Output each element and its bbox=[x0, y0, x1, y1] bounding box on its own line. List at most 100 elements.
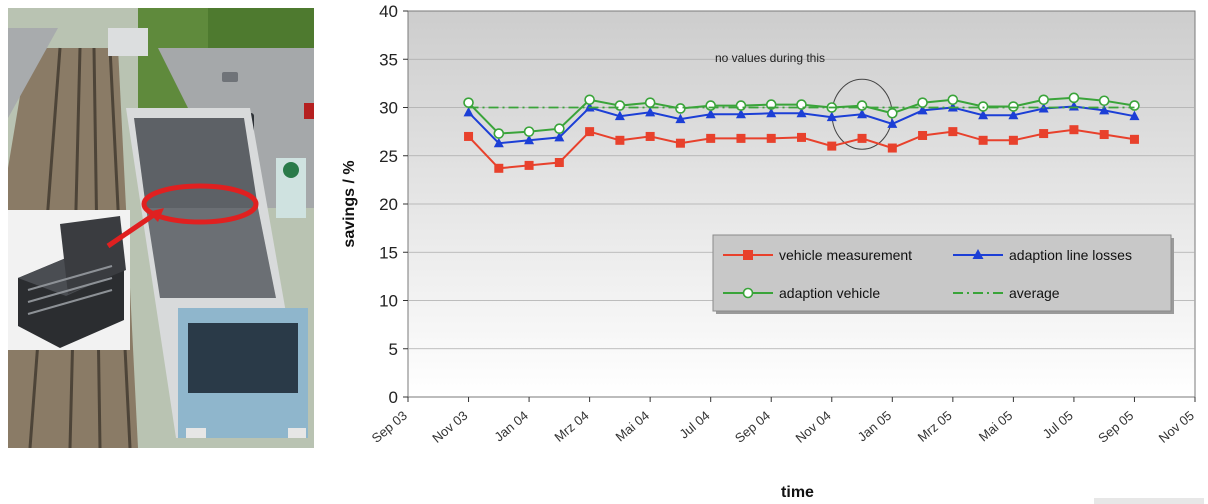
x-tick-label: Jan 04 bbox=[491, 408, 531, 445]
data-point-triangle bbox=[796, 107, 807, 118]
data-point-square bbox=[887, 143, 897, 153]
y-axis-title: savings / % bbox=[341, 160, 358, 247]
legend-label: average bbox=[1009, 285, 1060, 301]
tram-photo bbox=[8, 8, 314, 448]
data-point-triangle bbox=[493, 137, 504, 148]
data-point-circle bbox=[917, 97, 928, 108]
x-tick-label: Nov 03 bbox=[429, 408, 470, 446]
x-tick-label: Sep 04 bbox=[732, 408, 773, 446]
x-tick-label: Mrz 05 bbox=[915, 408, 955, 445]
data-point-square bbox=[494, 163, 504, 173]
data-point-circle bbox=[1068, 92, 1080, 104]
legend-label: vehicle measurement bbox=[779, 247, 912, 263]
data-point-circle bbox=[675, 103, 686, 114]
data-point-square bbox=[554, 158, 564, 168]
data-point-square bbox=[1099, 130, 1109, 140]
data-point-circle bbox=[584, 94, 595, 106]
y-tick-label: 30 bbox=[379, 99, 398, 118]
data-point-circle bbox=[977, 101, 989, 112]
x-tick-label: Jul 04 bbox=[676, 408, 712, 442]
data-point-square bbox=[675, 138, 685, 148]
data-point-circle bbox=[614, 100, 626, 111]
data-point-circle bbox=[554, 123, 565, 135]
data-point-triangle bbox=[524, 134, 535, 145]
legend-label: adaption line losses bbox=[1009, 247, 1132, 263]
data-point-circle bbox=[493, 128, 505, 139]
data-point-square bbox=[1039, 129, 1049, 139]
data-point-circle bbox=[856, 100, 868, 111]
data-point-square bbox=[827, 141, 837, 151]
x-tick-label: Mai 04 bbox=[613, 408, 653, 445]
data-point-square bbox=[464, 131, 474, 141]
x-axis-title: time bbox=[781, 484, 814, 501]
data-point-triangle bbox=[675, 113, 686, 124]
data-point-circle bbox=[705, 100, 716, 111]
annotation-text: no values during this bbox=[715, 51, 825, 65]
data-point-triangle bbox=[645, 106, 656, 117]
data-point-circle bbox=[463, 97, 474, 108]
data-point-circle bbox=[1129, 100, 1140, 111]
data-point-triangle bbox=[463, 106, 474, 117]
data-point-square bbox=[645, 131, 655, 141]
line-chart: 0 5 10 15 20 25 30 35 40 Sep 03 Nov 03 Jan 04 Mrz 04… bbox=[341, 2, 1197, 501]
data-point-square bbox=[1008, 135, 1018, 145]
data-point-square bbox=[736, 133, 746, 143]
data-point-triangle bbox=[1008, 109, 1019, 120]
x-tick-label: Jan 05 bbox=[855, 408, 895, 445]
data-point-square bbox=[766, 133, 776, 143]
legend-marker-triangle bbox=[972, 249, 984, 259]
data-point-triangle bbox=[917, 104, 928, 115]
data-point-circle bbox=[644, 97, 656, 108]
data-point-triangle bbox=[978, 109, 989, 120]
legend bbox=[712, 234, 1172, 312]
y-tick-label: 20 bbox=[379, 195, 398, 214]
data-point-triangle bbox=[554, 131, 565, 142]
data-point-square bbox=[1129, 134, 1139, 144]
data-point-square bbox=[615, 135, 625, 145]
corner-logo-mark bbox=[1094, 498, 1204, 504]
x-tick-label: Jul 05 bbox=[1040, 408, 1076, 442]
legend-marker-circle bbox=[742, 287, 754, 299]
data-point-square bbox=[797, 132, 806, 142]
y-tick-label: 25 bbox=[379, 147, 398, 166]
x-tick-label: Nov 04 bbox=[792, 408, 833, 446]
x-tick-label: Nov 05 bbox=[1156, 408, 1197, 446]
savings-chart: 0 5 10 15 20 25 30 35 40 Sep 03 Nov 03 Jan 04 Mrz 04… bbox=[330, 0, 1208, 504]
x-tick-label: Mrz 04 bbox=[551, 408, 591, 445]
data-point-circle bbox=[1038, 94, 1049, 106]
data-point-triangle bbox=[887, 118, 898, 128]
data-point-square bbox=[585, 127, 595, 137]
data-point-triangle bbox=[857, 108, 868, 119]
legend-marker-square bbox=[743, 250, 753, 260]
y-tick-label: 5 bbox=[389, 340, 398, 359]
data-point-square bbox=[524, 160, 534, 170]
data-point-square bbox=[706, 133, 716, 143]
data-point-triangle bbox=[766, 107, 777, 118]
y-tick-label: 10 bbox=[379, 292, 398, 311]
data-point-circle bbox=[1008, 101, 1019, 112]
data-point-circle bbox=[523, 126, 535, 137]
data-point-circle bbox=[887, 107, 898, 119]
data-point-square bbox=[918, 130, 928, 140]
data-point-square bbox=[978, 135, 988, 145]
data-point-triangle bbox=[1129, 110, 1140, 121]
data-point-square bbox=[948, 127, 958, 137]
data-point-circle bbox=[1098, 95, 1110, 107]
data-point-triangle bbox=[735, 108, 746, 119]
data-point-circle bbox=[947, 94, 959, 106]
data-point-circle bbox=[735, 100, 747, 111]
data-point-triangle bbox=[614, 110, 625, 121]
data-point-square bbox=[857, 133, 867, 143]
y-tick-label: 40 bbox=[379, 2, 398, 21]
x-tick-label: Sep 03 bbox=[369, 408, 410, 446]
data-point-triangle bbox=[705, 108, 716, 119]
x-tick-label: Mai 05 bbox=[976, 408, 1016, 445]
y-tick-label: 15 bbox=[379, 243, 398, 262]
data-point-triangle bbox=[826, 111, 837, 122]
data-point-square bbox=[1069, 125, 1079, 135]
data-point-triangle bbox=[1099, 104, 1110, 115]
y-tick-label: 0 bbox=[389, 388, 398, 407]
y-tick-label: 35 bbox=[379, 50, 398, 69]
legend-label: adaption vehicle bbox=[779, 285, 880, 301]
x-tick-label: Sep 05 bbox=[1095, 408, 1136, 446]
